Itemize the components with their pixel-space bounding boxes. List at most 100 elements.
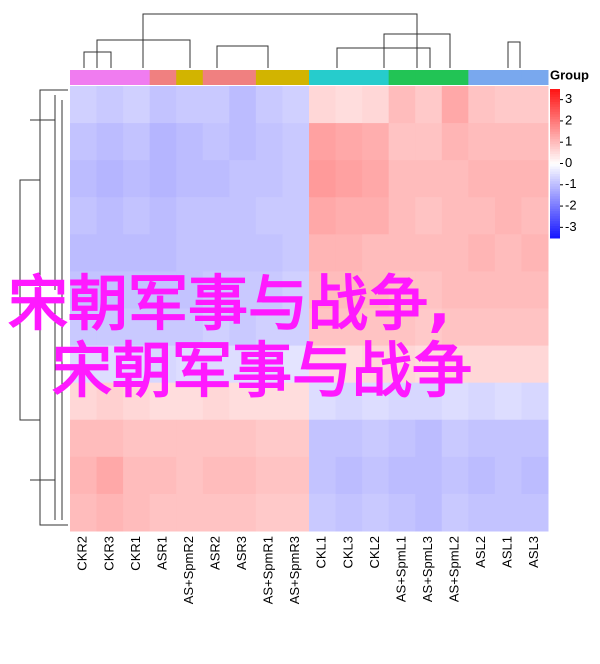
colorbar-step [550,220,560,224]
heatmap-cell [123,197,151,235]
heatmap-cell [70,86,98,124]
heatmap-cell [229,234,257,272]
group-bar [309,70,337,85]
heatmap-cell [335,160,363,198]
heatmap-cell [282,271,310,309]
heatmap-cell [309,382,337,421]
colorbar-step [550,106,560,110]
heatmap-cell [70,493,98,532]
column-label: ASR2 [207,536,222,570]
heatmap-cell [521,456,549,495]
heatmap-cell [202,271,230,309]
heatmap-cell [255,197,283,235]
heatmap-cell [494,493,522,532]
heatmap-cell [255,123,283,161]
heatmap-cell [149,234,177,272]
heatmap-cell [335,419,363,458]
heatmap-cell [335,86,363,124]
colorbar-step [550,151,560,155]
heatmap-cell [229,86,257,124]
colorbar-step [550,136,560,140]
heatmap-cell [468,456,496,495]
heatmap-cell [521,271,549,309]
colorbar-step [550,228,560,232]
heatmap-cell [362,271,390,309]
colorbar-step [550,141,560,145]
heatmap-cell [176,493,204,532]
heatmap-cell [123,382,151,421]
colorbar-step [550,146,560,150]
heatmap-cell [362,456,390,495]
group-bar [70,70,98,85]
colorbar-step [550,148,560,152]
column-label: CKR2 [75,536,90,571]
colorbar-tick-label: -2 [565,198,577,213]
heatmap-cell [149,456,177,495]
colorbar-step [550,156,560,160]
heatmap-cell [176,123,204,161]
heatmap-cell [123,345,151,384]
colorbar-step [550,161,560,164]
heatmap-cell [309,308,337,347]
heatmap-cell [362,197,390,235]
column-label: AS+SpmR1 [261,536,276,604]
heatmap-cell [149,493,177,532]
heatmap-cell [70,197,98,235]
heatmap-cell [70,419,98,458]
heatmap-cell [96,456,124,495]
colorbar-step [550,138,560,142]
heatmap-cell [123,234,151,272]
heatmap-cell [468,493,496,532]
heatmap-cell [388,123,416,161]
column-label: ASL1 [500,536,515,568]
heatmap-cell [441,234,469,272]
heatmap-cell [70,456,98,495]
colorbar-step [550,178,560,182]
heatmap-cell [202,234,230,272]
heatmap-cell [521,234,549,272]
group-bar [521,70,549,85]
heatmap-cell [468,345,496,384]
group-bar [335,70,363,85]
heatmap-cell [96,345,124,384]
heatmap-cell [96,382,124,421]
heatmap-cell [415,234,443,272]
heatmap-cell [441,123,469,161]
group-bar [362,70,390,85]
colorbar-step [550,91,560,95]
heatmap-cell [149,419,177,458]
colorbar-step [550,170,560,174]
colorbar-step [550,165,560,169]
heatmap-cell [229,345,257,384]
heatmap-cell [202,197,230,235]
heatmap-cell [123,493,151,532]
heatmap-cell [309,271,337,309]
colorbar-step [550,185,560,189]
colorbar-step [550,205,560,209]
heatmap-cell [149,345,177,384]
heatmap-cell [362,419,390,458]
colorbar-step [550,200,560,204]
heatmap-cell [70,123,98,161]
heatmap-cell [494,234,522,272]
colorbar-step [550,195,560,199]
colorbar-step [550,101,560,105]
heatmap-cell [176,382,204,421]
heatmap-cell [335,271,363,309]
heatmap-cell [96,197,124,235]
heatmap-cell [149,271,177,309]
heatmap-cell [494,456,522,495]
heatmap-cell [255,308,283,347]
heatmap-cell [468,308,496,347]
heatmap-cell [388,493,416,532]
heatmap-cell [441,382,469,421]
colorbar-step [550,183,560,187]
heatmap-cell [70,234,98,272]
heatmap-cell [282,86,310,124]
column-dendrogram [83,13,521,68]
heatmap-cell [96,86,124,124]
heatmap-cell [202,493,230,532]
heatmap-cell [70,271,98,309]
heatmap-cell [309,86,337,124]
heatmap-cell [388,160,416,198]
